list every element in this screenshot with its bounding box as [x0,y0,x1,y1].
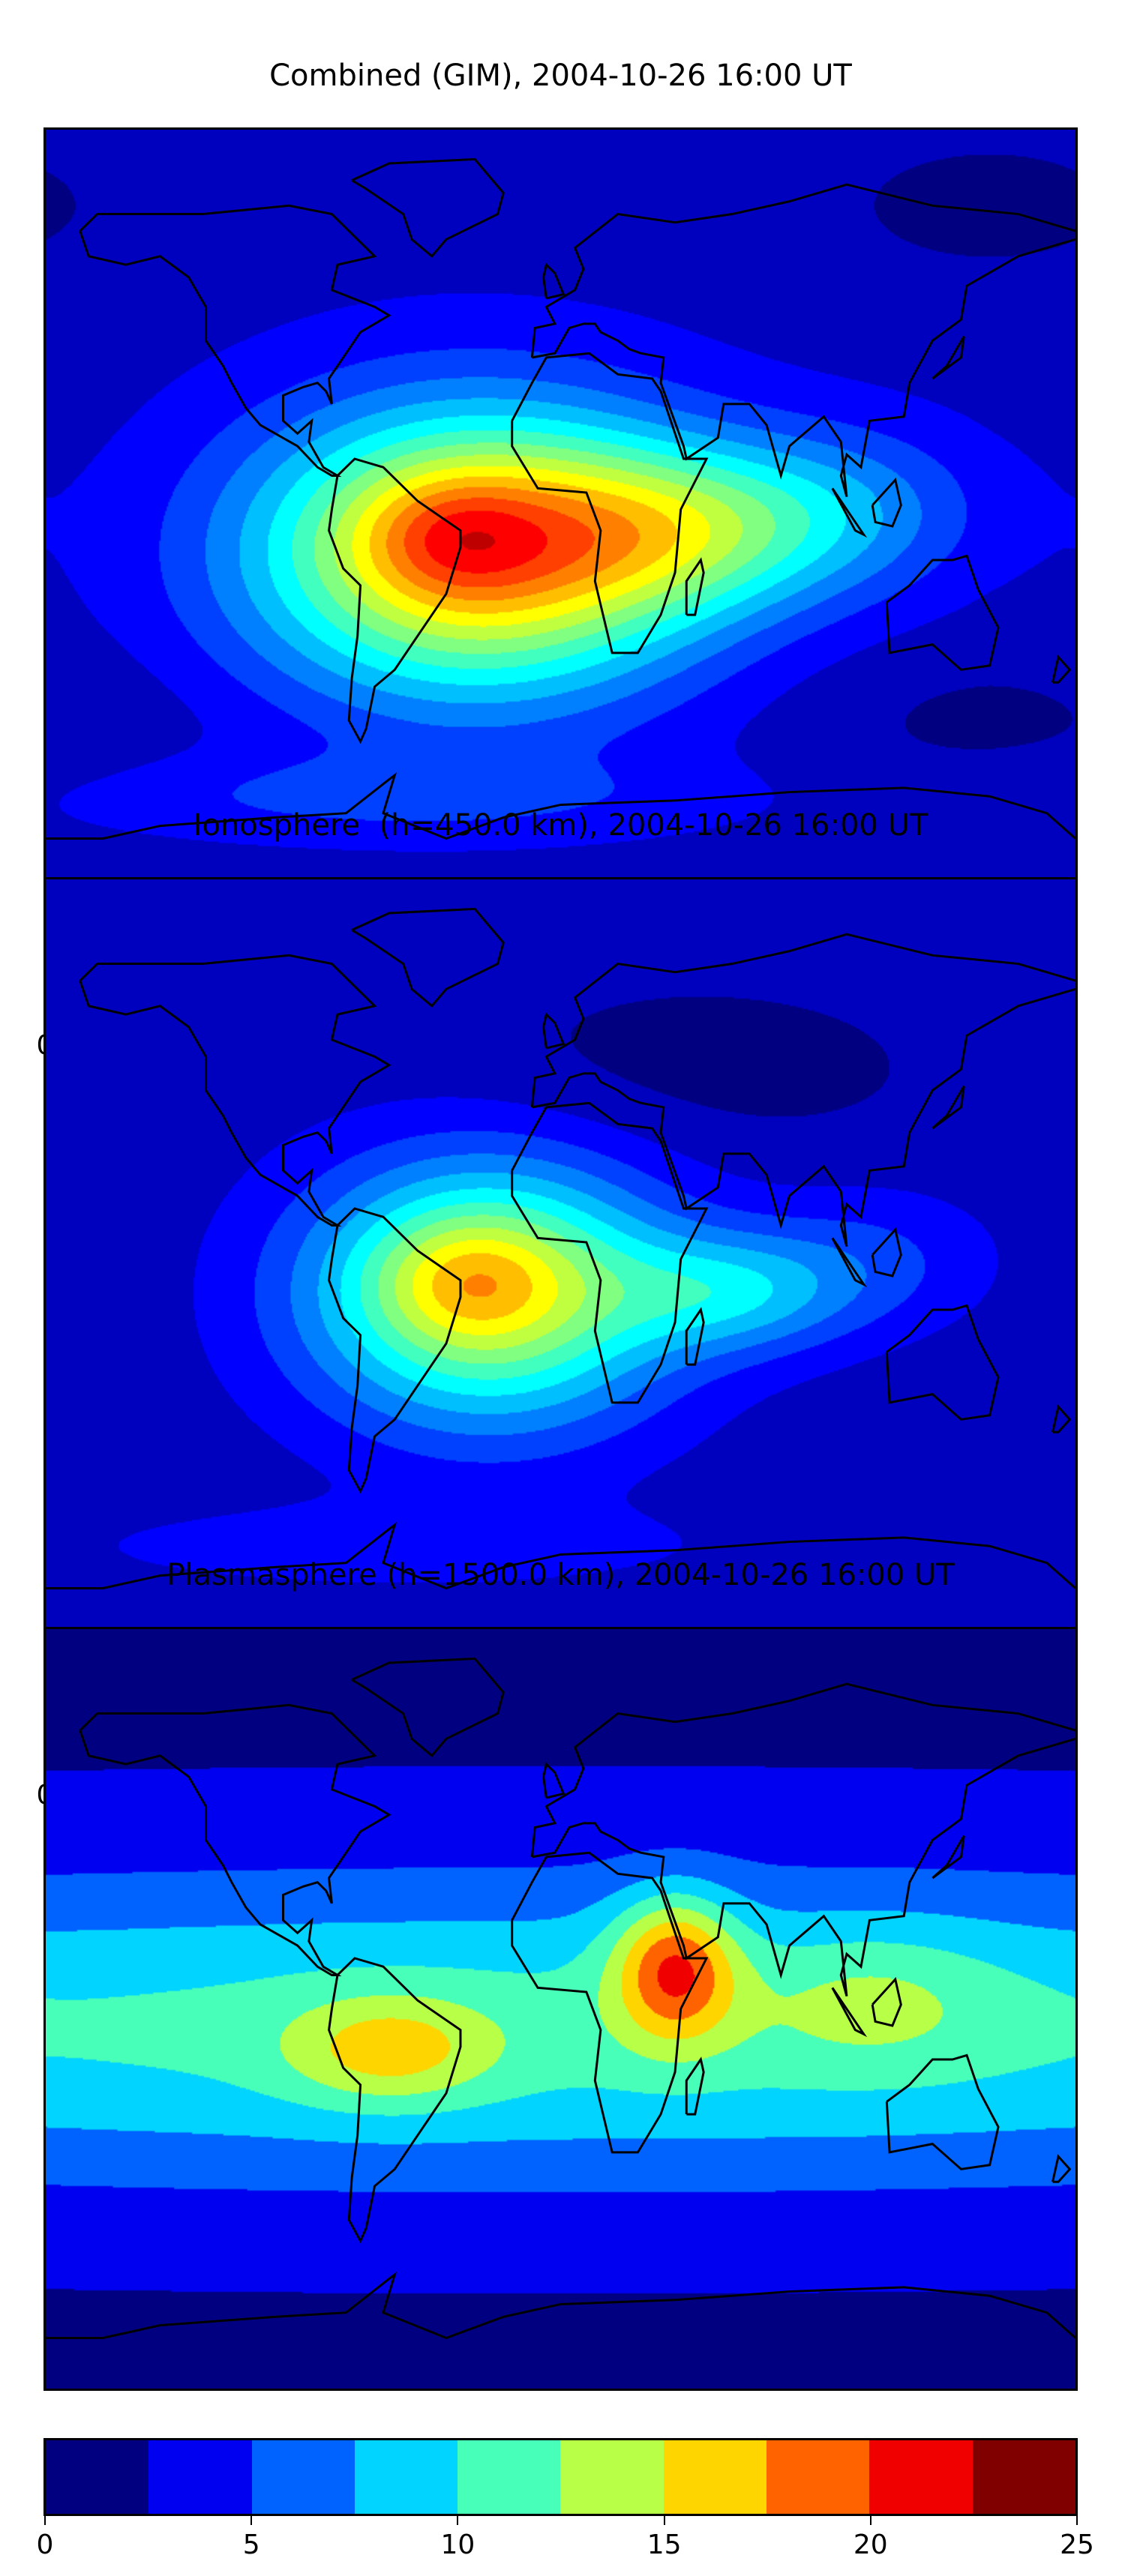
coastline [885,1304,1000,1421]
tec-field [46,879,1076,1639]
coastline [532,1737,1076,1996]
coastline [511,1851,709,2154]
coastline [871,477,902,528]
map-plot [44,877,1078,1641]
coastline [685,557,705,616]
tick-mark [1076,2516,1078,2525]
coastline [530,183,1076,358]
tick-mark [457,2516,459,2525]
coastline [79,1703,392,1976]
coastline [511,352,709,654]
chart-title: Ionosphere (h=450.0 km), 2004-10-26 16:0… [193,808,928,843]
coastline [530,1682,1076,1858]
colorbar-bin [972,2440,1076,2514]
coastlines [46,907,1076,1590]
tec-field [46,130,1076,889]
tick-label: 25 [1060,2530,1094,2560]
coastline [351,907,505,1008]
tick-mark [869,2516,872,2525]
coastline [532,238,1076,497]
coastline [685,1307,705,1366]
coastline [685,2056,705,2116]
coastline [831,1237,868,1288]
tick-mark [250,2516,253,2525]
coastline [328,1207,462,1494]
colorbar-bin [560,2440,664,2514]
colorbar-bin [46,2440,149,2514]
chart-title: Combined (GIM), 2004-10-26 16:00 UT [269,58,852,93]
coastline [532,987,1076,1247]
coastline [530,933,1076,1108]
coastline [932,336,965,380]
coastline [885,554,1000,671]
coastline [511,1101,709,1404]
colorbar-bin [663,2440,767,2514]
colorbar-bin [148,2440,252,2514]
colorbar-bin [354,2440,458,2514]
panel-ionosphere: Ionosphere (h=450.0 km), 2004-10-26 16:0… [0,750,1125,1811]
tick-mark [663,2516,665,2525]
panel-plasmasphere: Plasmasphere (h=1500.0 km), 2004-10-26 1… [0,1499,1125,2560]
coastline [831,1987,868,2038]
tick-label: 15 [646,2530,682,2560]
coastline [871,1976,902,2027]
colorbar-bin [869,2440,973,2514]
coastline [1052,2154,1072,2183]
coastline [885,2053,1000,2170]
coastline [1052,1404,1072,1433]
coastline [831,487,868,538]
coastline [46,772,1076,840]
coastline [542,262,566,300]
map-plot [44,127,1078,891]
colorbar-bin [458,2440,561,2514]
chart-title: Plasmasphere (h=1500.0 km), 2004-10-26 1… [166,1558,955,1592]
coastline [1052,654,1072,684]
colorbar-bin [251,2440,355,2514]
panel-combined: Combined (GIM), 2004-10-26 16:00 UT 0102… [0,0,1125,1061]
coastline [79,954,392,1227]
coastline [932,1835,965,1880]
coastline [328,1957,462,2244]
coastline [542,1762,566,1799]
tick-label: 10 [440,2530,476,2560]
coastline [932,1086,965,1130]
tick-label: 5 [242,2530,260,2560]
coastline [871,1227,902,1278]
coastline [351,1657,505,1757]
coastline [46,2272,1076,2340]
coastlines [46,1657,1076,2340]
tick-label: 0 [36,2530,54,2560]
coastline [79,204,392,477]
coastlines [46,157,1076,840]
tick-mark [44,2516,46,2525]
coastline [351,157,505,258]
tick-label: 20 [853,2530,888,2560]
coastline [542,1012,566,1050]
map-plot [44,1627,1078,2391]
coastline [46,1522,1076,1590]
coastline [328,457,462,744]
colorbar-bin [766,2440,870,2514]
colorbar-ticks: 0 5 10 15 20 25 [37,2516,1094,2576]
colorbar [44,2438,1078,2516]
